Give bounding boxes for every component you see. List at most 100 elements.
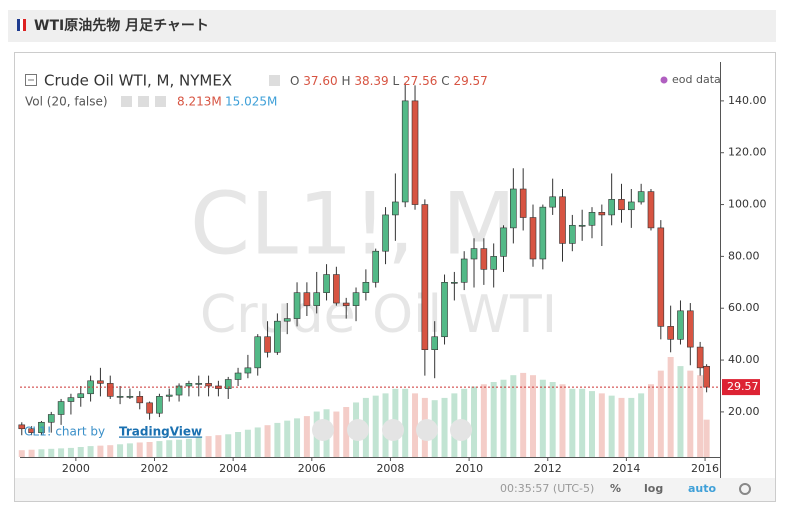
percent-toggle[interactable]: % bbox=[610, 482, 621, 495]
candle-body bbox=[333, 274, 340, 304]
auto-toggle[interactable]: auto bbox=[688, 482, 717, 495]
candle-body bbox=[342, 302, 350, 306]
volume-bar bbox=[539, 379, 546, 457]
candle-body bbox=[401, 100, 409, 203]
legend-item: O bbox=[290, 74, 299, 88]
source-label: eod data bbox=[672, 73, 721, 86]
candle-body bbox=[146, 402, 153, 414]
candle-body bbox=[559, 196, 566, 244]
candle-body bbox=[274, 320, 281, 353]
volume-icon[interactable] bbox=[155, 96, 166, 107]
candle-body bbox=[234, 372, 242, 380]
legend-item: C bbox=[441, 74, 449, 88]
credit-link[interactable]: TradingView bbox=[119, 425, 202, 439]
volume-bar bbox=[156, 441, 163, 457]
candle-body bbox=[411, 100, 419, 205]
clock: 00:35:57 (UTC-5) bbox=[500, 482, 594, 495]
volume-bar bbox=[638, 393, 645, 457]
volume-bar bbox=[18, 450, 25, 457]
candle-body bbox=[303, 292, 311, 306]
volume-bar bbox=[490, 382, 497, 457]
x-tick-label: 2010 bbox=[455, 462, 483, 475]
candle-body bbox=[578, 224, 586, 227]
candle-body bbox=[460, 258, 468, 283]
candle-body bbox=[77, 393, 85, 398]
volume-bar bbox=[67, 447, 74, 457]
legend-item: 38.39 bbox=[354, 74, 388, 88]
volume-icon[interactable] bbox=[121, 96, 132, 107]
x-tick-label: 2002 bbox=[140, 462, 168, 475]
volume-bar bbox=[294, 418, 301, 457]
candle-body bbox=[47, 414, 55, 423]
y-tick-label: 120.00 bbox=[728, 146, 767, 159]
volume-bar bbox=[244, 429, 251, 457]
scroll-button[interactable] bbox=[450, 419, 472, 441]
x-tick-label: 2014 bbox=[612, 462, 640, 475]
candle-body bbox=[628, 201, 635, 211]
volume-bar bbox=[588, 391, 595, 457]
volume-bar bbox=[471, 386, 478, 457]
volume-bar bbox=[235, 432, 242, 457]
candle-body bbox=[175, 385, 183, 396]
candle-body bbox=[549, 196, 556, 208]
volume-legend-name: Vol (20, false) bbox=[25, 95, 108, 109]
volume-bar bbox=[254, 427, 261, 457]
candle-body bbox=[97, 380, 104, 384]
reset-button[interactable] bbox=[382, 419, 404, 441]
volume-bar bbox=[520, 372, 527, 457]
volume-bar bbox=[77, 447, 84, 457]
y-tick-label: 60.00 bbox=[728, 301, 760, 314]
volume-bar bbox=[412, 393, 419, 457]
scroll-button[interactable] bbox=[347, 419, 369, 441]
y-tick-label: 140.00 bbox=[728, 94, 767, 107]
volume-bar bbox=[264, 425, 271, 457]
x-tick-label: 2016 bbox=[691, 462, 719, 475]
candle-body bbox=[667, 326, 674, 340]
candle-body bbox=[687, 310, 694, 348]
y-tick-label: 40.00 bbox=[728, 353, 760, 366]
flag bbox=[17, 19, 20, 31]
candle-body bbox=[490, 256, 497, 270]
volume-bar bbox=[677, 366, 684, 457]
volume-bar bbox=[58, 448, 65, 457]
volume-bar bbox=[225, 434, 232, 457]
candle-body bbox=[323, 274, 330, 293]
candle-body bbox=[372, 250, 380, 283]
scroll-button[interactable] bbox=[312, 419, 334, 441]
flag bbox=[23, 19, 26, 31]
volume-icon[interactable] bbox=[138, 96, 149, 107]
candle-body bbox=[382, 214, 389, 252]
candle-body bbox=[205, 383, 212, 387]
candle-body bbox=[244, 367, 252, 374]
candle-body bbox=[598, 212, 606, 216]
settings-gear[interactable] bbox=[739, 483, 751, 495]
x-tick-label: 2012 bbox=[534, 462, 562, 475]
candle-body bbox=[470, 248, 478, 260]
volume-bar bbox=[166, 440, 173, 457]
x-tick-label: 2008 bbox=[376, 462, 404, 475]
volume-bar bbox=[500, 379, 507, 457]
candle-body bbox=[431, 336, 438, 350]
candle-body bbox=[441, 282, 448, 338]
ohlc-legend: O 37.60 H 38.39 L 27.56 C 29.57 bbox=[290, 74, 488, 88]
volume-bar bbox=[441, 397, 448, 457]
candle-body bbox=[57, 401, 65, 415]
legend-item: 37.60 bbox=[303, 74, 337, 88]
settings-icon[interactable] bbox=[269, 75, 280, 86]
candle-body bbox=[647, 191, 655, 229]
volume-bar bbox=[146, 442, 153, 457]
candle-body bbox=[362, 282, 370, 293]
volume-bar bbox=[569, 388, 576, 457]
volume-bar bbox=[48, 448, 55, 457]
zoom-button[interactable] bbox=[416, 419, 438, 441]
volume-bar bbox=[274, 422, 281, 457]
volume-bar bbox=[628, 397, 635, 457]
log-toggle[interactable]: log bbox=[644, 482, 663, 495]
volume-bar bbox=[195, 437, 202, 457]
symbol-title: Crude Oil WTI, M, NYMEX bbox=[44, 72, 232, 90]
watermark: CL1!, M bbox=[190, 174, 516, 274]
candle-body bbox=[480, 248, 488, 270]
volume-bar bbox=[559, 384, 566, 457]
candle-body bbox=[352, 292, 360, 306]
